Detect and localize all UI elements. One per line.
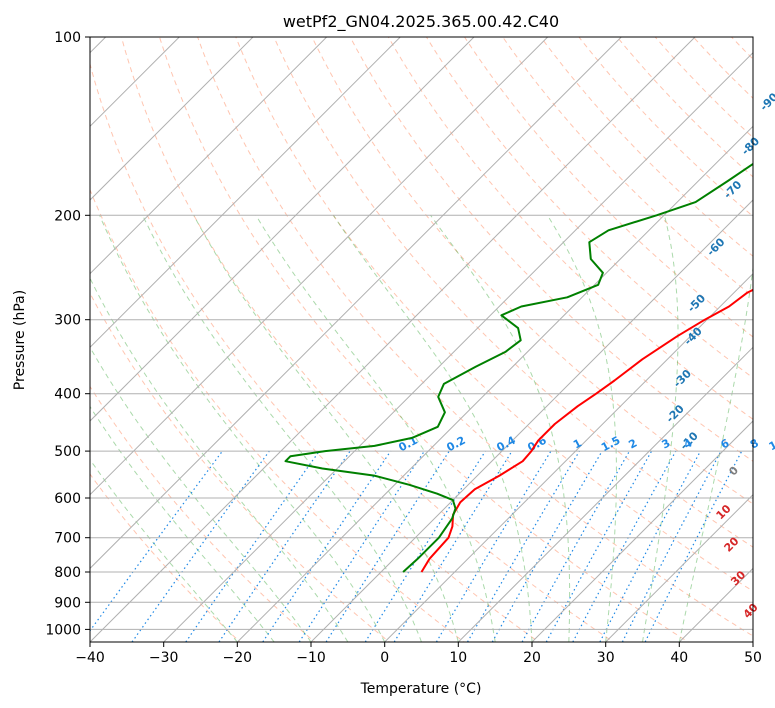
isotherm-line	[531, 420, 753, 642]
isotherm-line	[90, 37, 696, 642]
chart-title: wetPf2_GN04.2025.365.00.42.C40	[283, 12, 559, 32]
mixing-ratio-line	[435, 450, 552, 642]
y-tick-label: 300	[54, 313, 81, 329]
x-axis: −40 −30 −20 −10 0 10 20 30 40 50	[75, 642, 762, 666]
dry-adiabat	[90, 473, 241, 642]
isotherm-line	[162, 51, 753, 642]
moist-adiabat	[642, 215, 679, 642]
background-lines	[90, 37, 753, 642]
moist-adiabat	[90, 458, 238, 642]
isotherm-line	[236, 125, 753, 642]
x-tick-label: 40	[670, 650, 688, 666]
plot-frame	[89, 36, 754, 643]
moist-adiabat	[678, 264, 753, 642]
moist-adiabat	[547, 215, 617, 642]
dry-adiabat	[311, 37, 753, 505]
x-tick-label: −40	[75, 650, 105, 666]
y-tick-label: 200	[54, 208, 81, 224]
moist-adiabat	[142, 215, 422, 642]
moist-adiabat	[332, 215, 533, 642]
x-tick-label: 20	[523, 650, 541, 666]
mixing-ratio-line	[185, 450, 320, 642]
isotherm-line	[90, 37, 181, 128]
y-axis: 100 200 300 400 500 600 700 800 900 1000	[45, 30, 90, 638]
y-tick-label: 400	[54, 387, 81, 403]
mixing-ratio-label: 10	[767, 435, 775, 454]
dry-adiabat	[463, 37, 753, 338]
isotherm-line	[90, 37, 623, 570]
moist-adiabat	[193, 215, 459, 642]
isotherm-line	[383, 272, 753, 642]
moist-adiabat	[90, 346, 312, 642]
dry-adiabat	[90, 62, 540, 642]
moist-adiabat	[90, 277, 349, 642]
x-tick-label: 0	[380, 650, 389, 666]
y-tick-label: 900	[54, 595, 81, 611]
x-tick-label: 10	[449, 650, 467, 666]
mixing-ratio-line	[466, 450, 580, 642]
mixing-ratio-line	[218, 450, 351, 642]
mixing-ratio-line	[599, 450, 702, 642]
mixing-ratio-line	[572, 450, 677, 642]
isotherm-line	[90, 37, 328, 275]
isotherm-line	[90, 37, 549, 496]
mixing-ratio-line	[262, 450, 392, 642]
y-tick-label: 500	[54, 444, 81, 460]
x-tick-label: −10	[296, 650, 326, 666]
isotherm-line	[604, 493, 753, 642]
isotherm-line	[90, 37, 402, 349]
dewpoint-line	[284, 162, 753, 573]
y-axis-title: Pressure (hPa)	[12, 290, 28, 390]
mixing-ratio-line	[325, 450, 450, 642]
isotherm-line	[90, 37, 475, 422]
x-tick-label: −20	[223, 650, 253, 666]
x-tick-label: 30	[597, 650, 615, 666]
y-tick-label: 600	[54, 491, 81, 507]
y-tick-label: 800	[54, 565, 81, 581]
x-tick-label: 50	[744, 650, 762, 666]
y-tick-label: 1000	[45, 622, 81, 638]
series-lines	[284, 162, 753, 573]
mixing-ratio-line	[298, 450, 425, 642]
dry-adiabat	[90, 188, 465, 642]
grid-lines	[90, 37, 753, 642]
dry-adiabat	[197, 37, 753, 637]
x-axis-title: Temperature (°C)	[360, 681, 482, 697]
moist-adiabat	[90, 405, 275, 642]
isotherm-line	[90, 37, 254, 201]
y-tick-label: 700	[54, 531, 81, 547]
isotherm-line	[310, 199, 753, 642]
temperature-line	[420, 288, 753, 573]
dry-adiabat	[349, 37, 753, 462]
x-tick-label: −30	[149, 650, 179, 666]
mixing-ratio-line	[364, 450, 486, 642]
isotherm-line	[457, 346, 753, 642]
y-tick-label: 100	[54, 30, 81, 46]
